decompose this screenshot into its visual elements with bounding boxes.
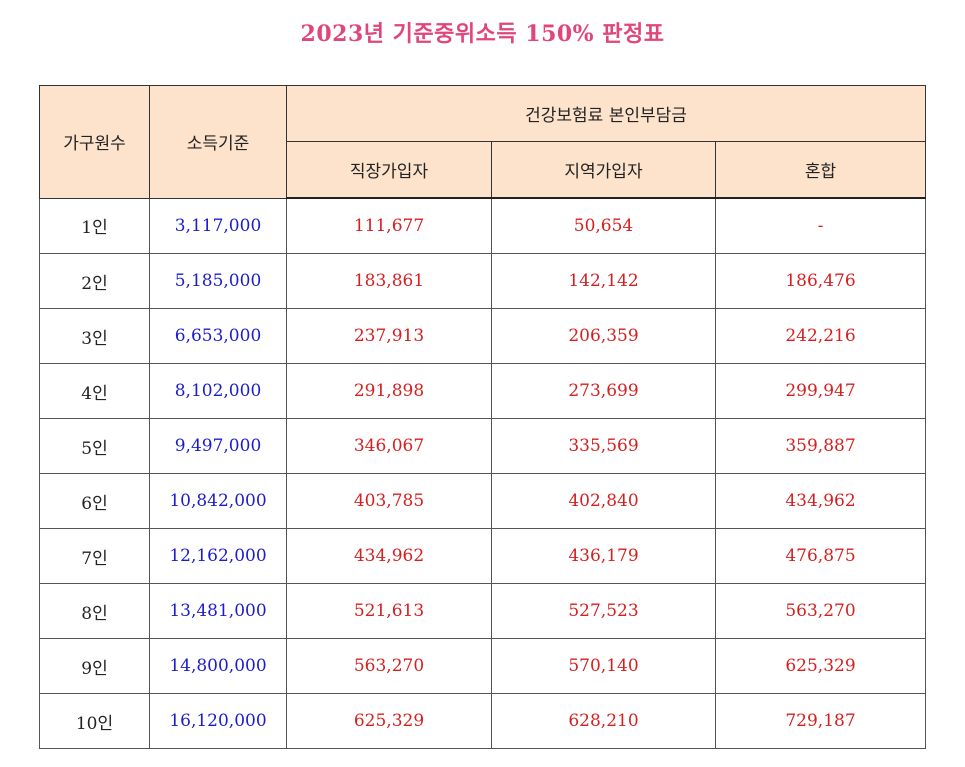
cell-income: 14,800,000 (149, 638, 287, 694)
cell-employee: 346,067 (286, 418, 492, 474)
cell-mixed: 434,962 (714, 473, 927, 529)
cell-regional: 570,140 (491, 638, 716, 694)
cell-employee: 403,785 (286, 473, 492, 529)
cell-household: 3인 (39, 308, 150, 364)
cell-employee: 625,329 (286, 693, 492, 749)
page-title: 2023년 기준중위소득 150% 판정표 (300, 21, 665, 47)
cell-employee: 563,270 (286, 638, 492, 694)
cell-employee: 183,861 (286, 253, 492, 309)
cell-regional: 335,569 (491, 418, 716, 474)
cell-mixed: 359,887 (714, 418, 927, 474)
header-employee: 직장가입자 (286, 141, 492, 199)
cell-regional: 142,142 (491, 253, 716, 309)
table-row: 1인 3,117,000 111,677 50,654- (39, 197, 927, 254)
cell-income: 16,120,000 (149, 693, 287, 749)
cell-income: 12,162,000 (149, 528, 287, 584)
header-premium-group: 건강보험료 본인부담금 (285, 85, 927, 142)
table-row: 5인 9,497,000 346,067 335,569 359,887 (39, 418, 927, 474)
table-row: 4인 8,102,000 291,898 273,699 299,947 (39, 363, 927, 419)
cell-income: 9,497,000 (149, 418, 287, 474)
cell-mixed: 625,329 (714, 638, 927, 694)
cell-income: 10,842,000 (149, 473, 287, 529)
cell-mixed: 186,476 (714, 253, 927, 309)
cell-household: 9인 (39, 638, 150, 694)
header-regional: 지역가입자 (491, 141, 716, 199)
table-row: 2인 5,185,000 183,861 142,142 186,476 (39, 253, 927, 309)
cell-regional: 206,359 (491, 308, 716, 364)
cell-household: 2인 (39, 253, 150, 309)
table-row: 7인 12,162,000 434,962 436,179 476,875 (39, 528, 927, 584)
cell-mixed: 729,187 (714, 693, 927, 749)
cell-employee: 291,898 (286, 363, 492, 419)
cell-mixed: 563,270 (714, 583, 927, 639)
cell-income: 3,117,000 (149, 197, 287, 254)
cell-mixed: 476,875 (714, 528, 927, 584)
cell-regional: 628,210 (491, 693, 716, 749)
cell-regional: 402,840 (491, 473, 716, 529)
cell-employee: 111,677 (286, 197, 492, 254)
cell-household: 7인 (39, 528, 150, 584)
cell-household: 4인 (39, 363, 150, 419)
cell-household: 5인 (39, 418, 150, 474)
table-row: 6인 10,842,000 403,785 402,840 434,962 (39, 473, 927, 529)
cell-employee: 434,962 (286, 528, 492, 584)
header-mixed: 혼합 (714, 141, 927, 199)
table-row: 10인 16,120,000 625,329 628,210 729,187 (39, 693, 927, 749)
cell-mixed: - (714, 197, 927, 254)
income-table: 가구원수 소득기준 건강보험료 본인부담금 직장가입자 지역가입자 혼합 1인 3… (39, 85, 927, 749)
cell-regional: 50,654 (491, 197, 716, 254)
cell-household: 8인 (39, 583, 150, 639)
table-row: 3인 6,653,000 237,913 206,359 242,216 (39, 308, 927, 364)
table-row: 8인 13,481,000 521,613 527,523 563,270 (39, 583, 927, 639)
cell-household: 10인 (39, 693, 150, 749)
cell-regional: 273,699 (491, 363, 716, 419)
cell-mixed: 299,947 (714, 363, 927, 419)
cell-mixed: 242,216 (714, 308, 927, 364)
header-income: 소득기준 (149, 85, 287, 199)
cell-employee: 521,613 (286, 583, 492, 639)
header-household: 가구원수 (39, 85, 150, 199)
cell-income: 5,185,000 (149, 253, 287, 309)
cell-income: 6,653,000 (149, 308, 287, 364)
cell-household: 6인 (39, 473, 150, 529)
cell-income: 8,102,000 (149, 363, 287, 419)
cell-regional: 527,523 (491, 583, 716, 639)
cell-income: 13,481,000 (149, 583, 287, 639)
cell-household: 1인 (39, 197, 150, 254)
cell-employee: 237,913 (286, 308, 492, 364)
table-row: 9인 14,800,000 563,270 570,140 625,329 (39, 638, 927, 694)
cell-regional: 436,179 (491, 528, 716, 584)
